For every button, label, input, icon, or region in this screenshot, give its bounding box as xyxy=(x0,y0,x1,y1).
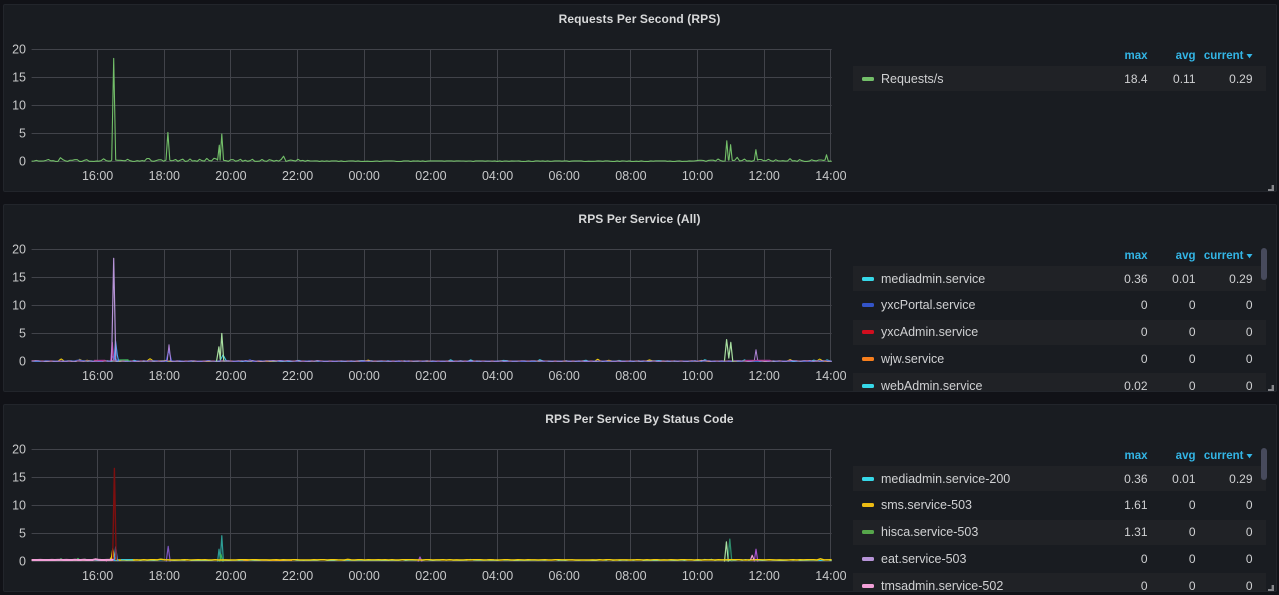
svg-text:20: 20 xyxy=(12,443,26,457)
svg-text:14:00: 14:00 xyxy=(815,169,846,183)
svg-text:08:00: 08:00 xyxy=(615,569,646,583)
svg-text:18:00: 18:00 xyxy=(149,169,180,183)
svg-text:02:00: 02:00 xyxy=(415,569,446,583)
svg-text:5: 5 xyxy=(19,527,26,541)
svg-text:04:00: 04:00 xyxy=(482,569,513,583)
svg-text:06:00: 06:00 xyxy=(549,369,580,383)
svg-text:06:00: 06:00 xyxy=(549,169,580,183)
svg-text:00:00: 00:00 xyxy=(349,569,380,583)
svg-text:10:00: 10:00 xyxy=(682,369,713,383)
svg-text:0: 0 xyxy=(19,555,26,569)
svg-text:12:00: 12:00 xyxy=(749,569,780,583)
svg-text:08:00: 08:00 xyxy=(615,169,646,183)
svg-text:12:00: 12:00 xyxy=(749,369,780,383)
svg-text:14:00: 14:00 xyxy=(815,369,846,383)
svg-text:20:00: 20:00 xyxy=(215,169,246,183)
svg-text:10: 10 xyxy=(12,99,26,113)
svg-text:10: 10 xyxy=(12,499,26,513)
svg-text:15: 15 xyxy=(12,71,26,85)
svg-text:5: 5 xyxy=(19,327,26,341)
svg-text:20:00: 20:00 xyxy=(215,369,246,383)
svg-text:02:00: 02:00 xyxy=(415,369,446,383)
svg-text:22:00: 22:00 xyxy=(282,569,313,583)
svg-text:00:00: 00:00 xyxy=(349,369,380,383)
svg-text:16:00: 16:00 xyxy=(82,369,113,383)
svg-text:10: 10 xyxy=(12,299,26,313)
svg-text:08:00: 08:00 xyxy=(615,369,646,383)
svg-text:20: 20 xyxy=(12,243,26,257)
svg-text:06:00: 06:00 xyxy=(549,569,580,583)
svg-text:02:00: 02:00 xyxy=(415,169,446,183)
svg-text:5: 5 xyxy=(19,127,26,141)
svg-text:00:00: 00:00 xyxy=(349,169,380,183)
svg-text:22:00: 22:00 xyxy=(282,169,313,183)
svg-text:0: 0 xyxy=(19,155,26,169)
svg-text:15: 15 xyxy=(12,471,26,485)
svg-text:10:00: 10:00 xyxy=(682,169,713,183)
svg-text:14:00: 14:00 xyxy=(815,569,846,583)
svg-text:16:00: 16:00 xyxy=(82,169,113,183)
svg-text:12:00: 12:00 xyxy=(749,169,780,183)
svg-text:18:00: 18:00 xyxy=(149,369,180,383)
svg-text:15: 15 xyxy=(12,271,26,285)
svg-text:10:00: 10:00 xyxy=(682,569,713,583)
svg-text:04:00: 04:00 xyxy=(482,369,513,383)
svg-text:0: 0 xyxy=(19,355,26,369)
svg-text:04:00: 04:00 xyxy=(482,169,513,183)
svg-text:22:00: 22:00 xyxy=(282,369,313,383)
svg-text:20: 20 xyxy=(12,43,26,57)
svg-text:20:00: 20:00 xyxy=(215,569,246,583)
svg-text:16:00: 16:00 xyxy=(82,569,113,583)
svg-text:18:00: 18:00 xyxy=(149,569,180,583)
